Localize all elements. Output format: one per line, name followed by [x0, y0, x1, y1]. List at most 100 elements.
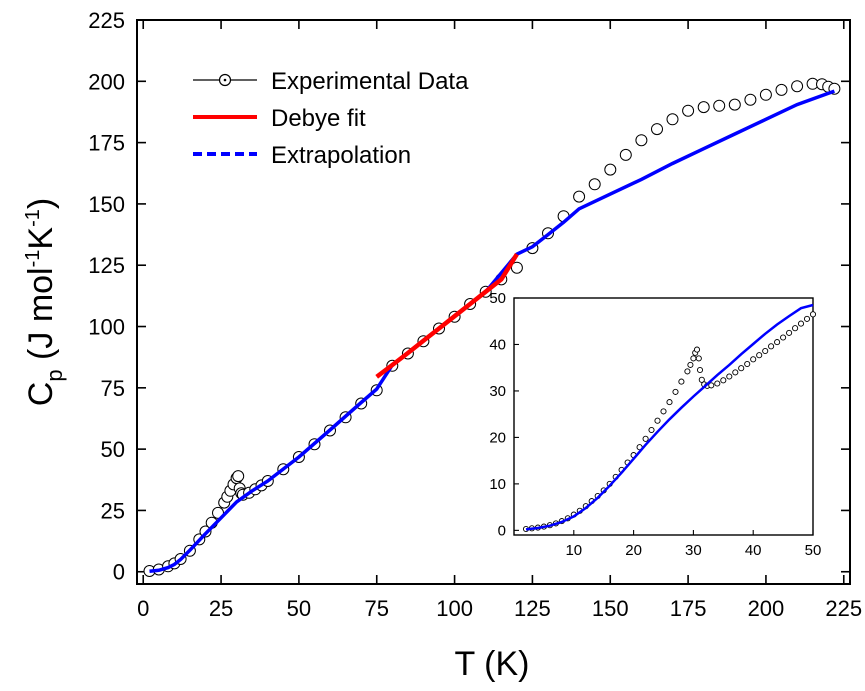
legend: Experimental Data Debye fit Extrapolatio…: [193, 68, 469, 169]
experimental-data-point: [619, 148, 632, 161]
inset-experimental-data-point: [756, 352, 763, 359]
inset-experimental-data-point: [695, 355, 702, 362]
legend-entry-extrapolation: Extrapolation: [193, 142, 411, 169]
main-y-tick-label: 100: [88, 315, 125, 340]
legend-label-debye: Debye fit: [271, 105, 366, 132]
inset-x-tick-label: 10: [565, 542, 582, 559]
debye-fit-line: [375, 253, 519, 379]
main-x-tick-label: 175: [670, 596, 707, 621]
inset-experimental-data-point: [696, 366, 704, 374]
inset-experimental-data-point: [660, 408, 667, 415]
experimental-data-point: [651, 123, 663, 136]
main-y-tick-label: 0: [113, 560, 125, 585]
inset-experimental-data-point: [666, 399, 673, 406]
main-x-tick-label: 125: [514, 596, 551, 621]
experimental-data-point: [759, 88, 772, 101]
legend-entry-experimental: Experimental Data: [193, 68, 469, 95]
inset-experimental-data-point: [726, 373, 733, 380]
main-y-tick-label: 200: [88, 69, 125, 94]
inset-x-tick-label: 20: [625, 542, 642, 559]
experimental-data-point: [588, 178, 601, 191]
y-axis-label: Cp (J mol-1K-1): [22, 198, 67, 406]
inset-experimental-data-point: [698, 376, 705, 383]
main-y-tick-label: 150: [88, 192, 125, 217]
inset-experimental-data-point: [642, 435, 649, 442]
inset-experimental-data-point: [708, 382, 715, 389]
y-axis-label-base: C: [22, 382, 60, 407]
experimental-data-point: [666, 113, 679, 126]
main-y-tick-label: 75: [101, 376, 125, 401]
inset-experimental-data-point: [797, 320, 805, 327]
main-x-tick-label: 225: [825, 596, 862, 621]
inset-y-tick-label: 50: [489, 290, 506, 307]
inset-experimental-data-point: [693, 346, 701, 353]
main-series: [143, 77, 841, 577]
experimental-data-point: [744, 93, 757, 106]
inset-experimental-data-point: [762, 347, 769, 355]
main-x-tick-label: 75: [365, 596, 389, 621]
inset-series: [522, 303, 817, 533]
inset-extrapolation-line: [525, 303, 814, 531]
experimental-data-point: [791, 80, 804, 93]
experimental-data-point: [713, 99, 726, 112]
inset-ticks: 10 20 30 40 50 0 10 20 30 40 50: [489, 290, 821, 559]
inset-experimental-data-point: [672, 388, 679, 395]
main-plot-frame: [136, 19, 851, 585]
y-axis-label-exp1: -1: [22, 250, 44, 268]
legend-label-experimental: Experimental Data: [271, 68, 469, 95]
inset-experimental-data-point: [786, 329, 793, 336]
main-y-tick-label: 125: [88, 253, 125, 278]
inset-x-tick-label: 40: [745, 542, 762, 559]
main-y-tick-label: 225: [88, 8, 125, 33]
inset-experimental-data-point: [654, 417, 661, 424]
inset-x-tick-label: 30: [685, 542, 702, 559]
inset-y-tick-label: 10: [489, 476, 506, 493]
inset-experimental-data-point: [768, 343, 775, 350]
y-axis-label-units-prefix: (J mol: [22, 267, 60, 369]
experimental-data-point: [697, 101, 710, 114]
inset-experimental-data-point: [792, 325, 799, 332]
main-x-tick-label: 25: [209, 596, 233, 621]
inset-experimental-data-point: [678, 378, 685, 385]
main-y-tick-label: 50: [101, 437, 125, 462]
inset-experimental-data-point: [714, 380, 721, 387]
inset-experimental-data-point: [809, 311, 817, 318]
inset-experimental-data-point: [720, 377, 727, 384]
experimental-data-point: [728, 98, 741, 111]
inset-experimental-data-point: [648, 426, 655, 434]
main-x-tick-label: 100: [436, 596, 473, 621]
experimental-data-point: [775, 83, 788, 96]
y-axis-label-sub: p: [42, 369, 67, 381]
y-axis-label-mid: K: [22, 227, 60, 250]
main-y-tick-label: 175: [88, 131, 125, 156]
experimental-data-point: [232, 470, 245, 483]
y-axis-label-units-suffix: ): [22, 198, 60, 209]
inset-experimental-data-point: [684, 368, 691, 375]
inset-experimental-data-point: [732, 369, 739, 376]
inset-experimental-data-point: [774, 339, 781, 346]
experimental-data-point: [573, 190, 586, 203]
inset-experimental-data-point: [750, 356, 757, 363]
experimental-data-point: [604, 163, 617, 176]
inset-experimental-data-point: [744, 360, 751, 368]
inset-experimental-data-point: [690, 355, 697, 362]
inset-y-tick-label: 30: [489, 383, 506, 400]
inset-y-tick-label: 40: [489, 336, 506, 353]
main-ticks: 0 25 50 75 100 125 150 175 200 225 0 25 50 75 100 125 15…: [88, 8, 862, 621]
experimental-data-point: [635, 134, 648, 147]
main-x-tick-label: 0: [137, 596, 149, 621]
main-x-tick-label: 150: [592, 596, 629, 621]
y-axis-label-exp2: -1: [22, 209, 44, 227]
inset-x-tick-label: 50: [805, 542, 822, 559]
experimental-data-point: [510, 261, 523, 274]
main-x-tick-label: 50: [287, 596, 311, 621]
x-axis-label: T (K): [455, 645, 530, 683]
main-y-tick-label: 25: [101, 498, 125, 523]
inset-experimental-data-point: [780, 334, 787, 341]
legend-entry-debye: Debye fit: [193, 105, 366, 132]
legend-label-extrapolation: Extrapolation: [271, 142, 411, 169]
inset-experimental-data-point: [738, 365, 745, 372]
inset-background: [514, 298, 813, 535]
inset-experimental-data-point: [687, 361, 694, 368]
